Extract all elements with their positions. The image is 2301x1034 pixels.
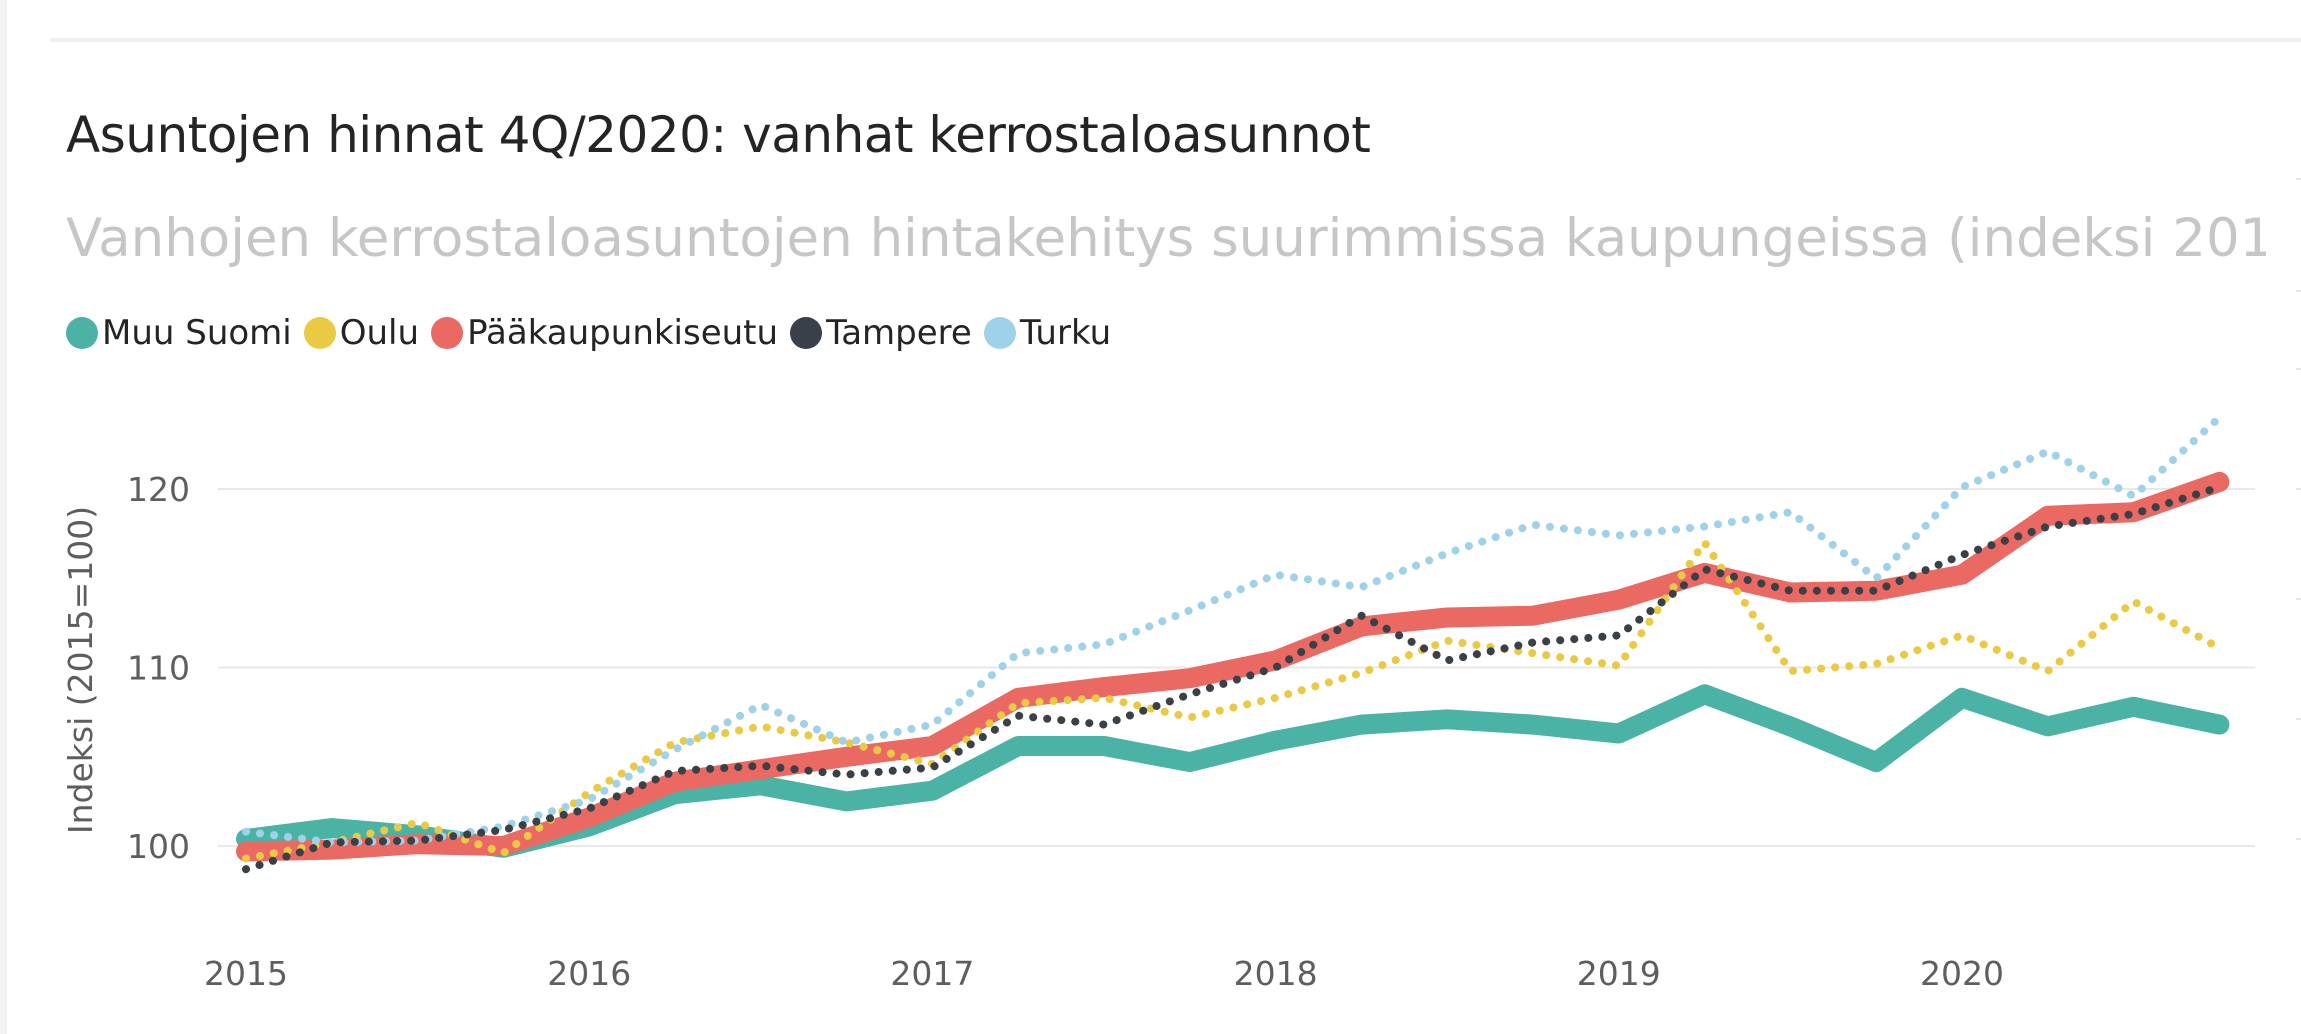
legend-label-oulu: Oulu (339, 313, 420, 353)
x-tick-label: 2016 (547, 954, 631, 993)
x-tick-label: 2015 (204, 954, 288, 993)
chart-legend: Muu Suomi Oulu Pääkaupunkiseutu Tampere … (66, 310, 1123, 356)
series-line-tampere[interactable] (242, 483, 2224, 874)
panel-top-divider (50, 38, 2301, 42)
series-line-oulu[interactable] (242, 538, 2224, 863)
x-tick-label: 2019 (1577, 954, 1661, 993)
legend-item-tampere[interactable]: Tampere (790, 313, 972, 353)
legend-swatch-muu-suomi (66, 317, 98, 349)
legend-swatch-oulu (303, 317, 336, 349)
chart-subtitle: Vanhojen kerrostaloasuntojen hintakehity… (66, 208, 2266, 269)
legend-swatch-turku (983, 317, 1016, 349)
x-tick-label: 2020 (1920, 954, 2004, 993)
y-axis-title: Indeksi (2015=100) (61, 506, 100, 834)
y-tick-label: 110 (127, 649, 190, 688)
legend-label-paakaupunkiseutu: Pääkaupunkiseutu (467, 313, 779, 353)
y-tick-label: 100 (127, 827, 190, 866)
series-lines[interactable] (236, 413, 2230, 874)
legend-swatch-tampere (790, 317, 823, 349)
chart-title: Asuntojen hinnat 4Q/2020: vanhat kerrost… (66, 106, 1371, 164)
x-tick-label: 2017 (890, 954, 974, 993)
legend-label-muu-suomi: Muu Suomi (102, 313, 292, 353)
legend-item-paakaupunkiseutu[interactable]: Pääkaupunkiseutu (431, 313, 778, 353)
series-line-turku[interactable] (242, 413, 2224, 847)
x-tick-label: 2018 (1234, 954, 1318, 993)
series-line-paakaupunkiseutu[interactable] (236, 471, 2230, 862)
panel-left-edge (0, 0, 7, 1034)
legend-item-oulu[interactable]: Oulu (303, 313, 420, 353)
legend-item-turku[interactable]: Turku (983, 313, 1112, 353)
legend-label-turku: Turku (1019, 313, 1112, 353)
y-tick-label: 120 (127, 470, 190, 509)
axes: Indeksi (2015=100) 100 110 120 2015 2016 2017… (61, 470, 2004, 993)
legend-label-tampere: Tampere (826, 313, 972, 353)
legend-item-muu-suomi[interactable]: Muu Suomi (66, 313, 292, 353)
legend-swatch-paakaupunkiseutu (431, 317, 464, 349)
